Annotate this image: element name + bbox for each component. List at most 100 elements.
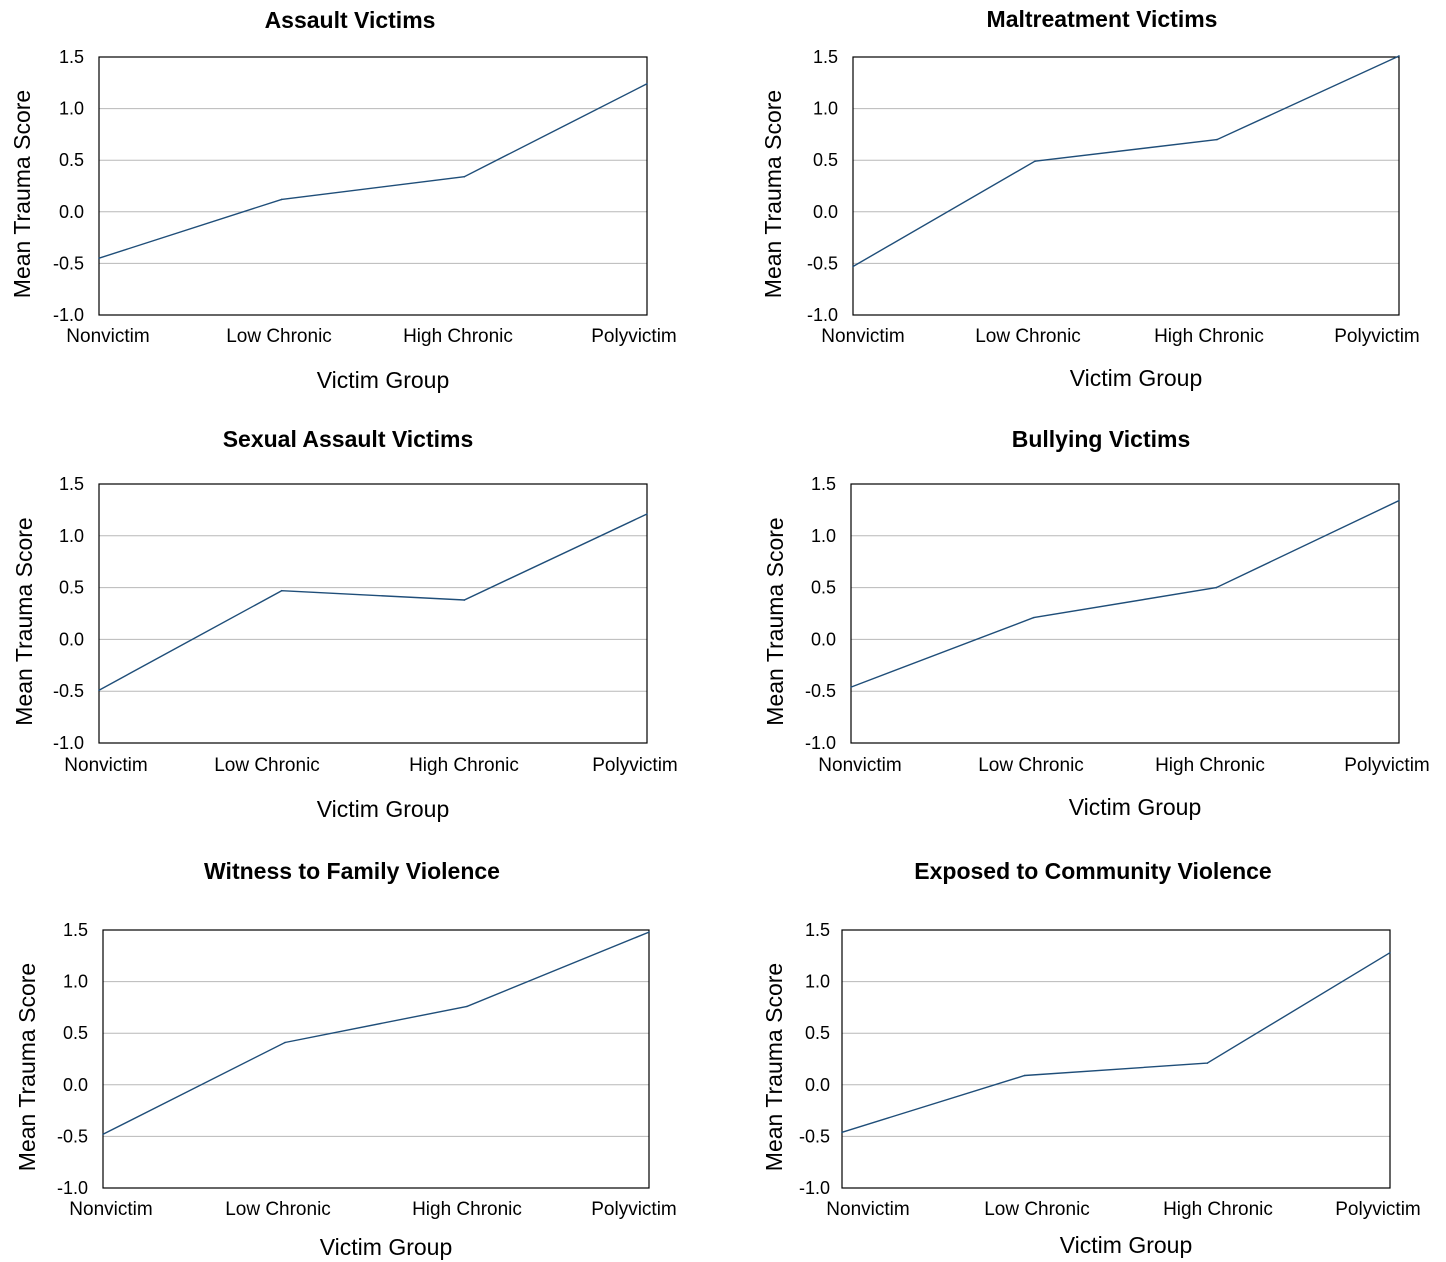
x-tick-label: Nonvictim [64, 755, 147, 776]
y-axis-label: Mean Trauma Score [14, 963, 40, 1171]
y-tick-label: 1.0 [59, 526, 84, 546]
x-tick-label: High Chronic [1155, 755, 1265, 776]
data-point-nonvictim [98, 257, 100, 260]
y-tick-label: 0.5 [811, 578, 836, 598]
x-tick-label: Polyvictim [1335, 1199, 1421, 1220]
y-tick-label: 0.0 [805, 1075, 830, 1095]
x-axis-label: Victim Group [1069, 794, 1202, 820]
chart-sexual-assault-victims: Sexual Assault Victims 1.5 1.0 0.5 0.0 -0.5 -1… [11, 426, 678, 822]
chart-title: Maltreatment Victims [987, 6, 1218, 32]
data-point-low-chronic [1032, 616, 1035, 619]
data-point-polyvictim [1389, 951, 1391, 954]
plot-frame [841, 929, 1391, 1189]
y-tick-label: -0.5 [53, 681, 84, 701]
data-point-nonvictim [850, 686, 852, 688]
y-tick-label: -0.5 [799, 1126, 830, 1146]
chart-title: Sexual Assault Victims [223, 426, 474, 452]
data-point-high-chronic [1206, 1062, 1209, 1064]
x-tick-label: Low Chronic [978, 755, 1084, 776]
data-point-high-chronic [463, 175, 466, 178]
y-tick-label: -1.0 [807, 305, 838, 325]
data-point-low-chronic [1023, 1074, 1026, 1077]
y-tick-label: 1.5 [59, 474, 84, 494]
y-tick-label: 0.5 [59, 150, 84, 170]
x-tick-label: High Chronic [1154, 326, 1264, 347]
y-tick-label: 1.0 [811, 526, 836, 546]
y-tick-label: 1.5 [59, 47, 84, 67]
y-tick-label: 1.0 [63, 972, 88, 992]
data-point-low-chronic [280, 589, 283, 592]
series-line [852, 55, 1400, 268]
data-point-polyvictim [1398, 55, 1400, 57]
y-tick-label: -1.0 [799, 1178, 830, 1198]
chart-bullying-victims: Bullying Victims 1.5 1.0 0.5 0.0 -0.5 -1.0Nonv… [762, 426, 1430, 820]
y-tick-label: -0.5 [53, 253, 84, 273]
y-tick-label: 1.0 [813, 99, 838, 119]
data-point-polyvictim [1398, 499, 1400, 502]
data-point-high-chronic [463, 599, 466, 601]
data-point-polyvictim [646, 513, 648, 515]
y-axis-label: Mean Trauma Score [9, 90, 35, 298]
data-point-high-chronic [1216, 138, 1218, 141]
x-tick-label: Low Chronic [975, 326, 1081, 347]
y-axis-label: Mean Trauma Score [762, 517, 788, 725]
x-tick-label: High Chronic [403, 326, 513, 347]
data-point-low-chronic [1034, 160, 1036, 163]
y-tick-label: -1.0 [53, 733, 84, 753]
data-point-polyvictim [648, 931, 650, 933]
y-tick-label: 0.0 [59, 202, 84, 222]
x-tick-label: Polyvictim [591, 326, 677, 347]
y-axis-label: Mean Trauma Score [760, 90, 786, 298]
data-point-low-chronic [284, 1041, 286, 1044]
y-tick-label: 0.0 [59, 629, 84, 649]
chart-title: Assault Victims [265, 7, 436, 33]
y-tick-label: 0.0 [813, 202, 838, 222]
x-axis-label: Victim Group [1060, 1232, 1193, 1258]
y-axis-label: Mean Trauma Score [11, 517, 37, 725]
y-tick-label: 0.5 [63, 1023, 88, 1043]
x-axis-label: Victim Group [1070, 365, 1203, 391]
plot-frame [98, 56, 648, 316]
chart-title: Bullying Victims [1012, 426, 1191, 452]
x-tick-label: High Chronic [409, 755, 519, 776]
x-tick-label: Nonvictim [69, 1199, 152, 1220]
data-point-nonvictim [852, 265, 854, 268]
x-tick-label: Low Chronic [214, 755, 320, 776]
x-tick-label: High Chronic [412, 1199, 522, 1220]
y-tick-label: 1.5 [813, 47, 838, 67]
y-tick-label: -1.0 [57, 1178, 88, 1198]
y-tick-label: -0.5 [805, 681, 836, 701]
x-axis-label: Victim Group [320, 1234, 453, 1260]
y-tick-label: -1.0 [805, 733, 836, 753]
data-point-nonvictim [102, 1133, 104, 1136]
y-tick-label: 0.0 [63, 1075, 88, 1095]
x-tick-label: Polyvictim [592, 755, 678, 776]
y-tick-label: 0.5 [59, 578, 84, 598]
plot-frame [102, 929, 650, 1189]
plot-frame [98, 483, 648, 744]
y-tick-label: 1.0 [59, 99, 84, 119]
plot-frame [852, 56, 1400, 316]
series-line [98, 83, 648, 259]
plot-frame [850, 483, 1400, 744]
chart-title: Exposed to Community Violence [914, 858, 1271, 884]
y-axis-label: Mean Trauma Score [761, 963, 787, 1171]
data-point-low-chronic [280, 198, 283, 201]
y-tick-label: 0.5 [805, 1023, 830, 1043]
x-tick-label: Low Chronic [225, 1199, 331, 1220]
x-tick-label: Low Chronic [226, 326, 332, 347]
y-tick-label: 0.0 [811, 629, 836, 649]
data-point-nonvictim [98, 689, 100, 691]
x-tick-label: Nonvictim [821, 326, 904, 347]
y-tick-label: 0.5 [813, 150, 838, 170]
x-tick-label: Nonvictim [818, 755, 901, 776]
y-tick-label: -0.5 [57, 1126, 88, 1146]
x-tick-label: High Chronic [1163, 1199, 1273, 1220]
chart-maltreatment-victims: Maltreatment Victims 1.5 1.0 0.5 0.0 -0.5 -1.0… [760, 6, 1420, 391]
x-tick-label: Polyvictim [1344, 755, 1430, 776]
y-tick-label: 1.5 [805, 920, 830, 940]
x-tick-label: Polyvictim [1334, 326, 1420, 347]
data-point-polyvictim [646, 83, 648, 85]
x-tick-label: Nonvictim [66, 326, 149, 347]
